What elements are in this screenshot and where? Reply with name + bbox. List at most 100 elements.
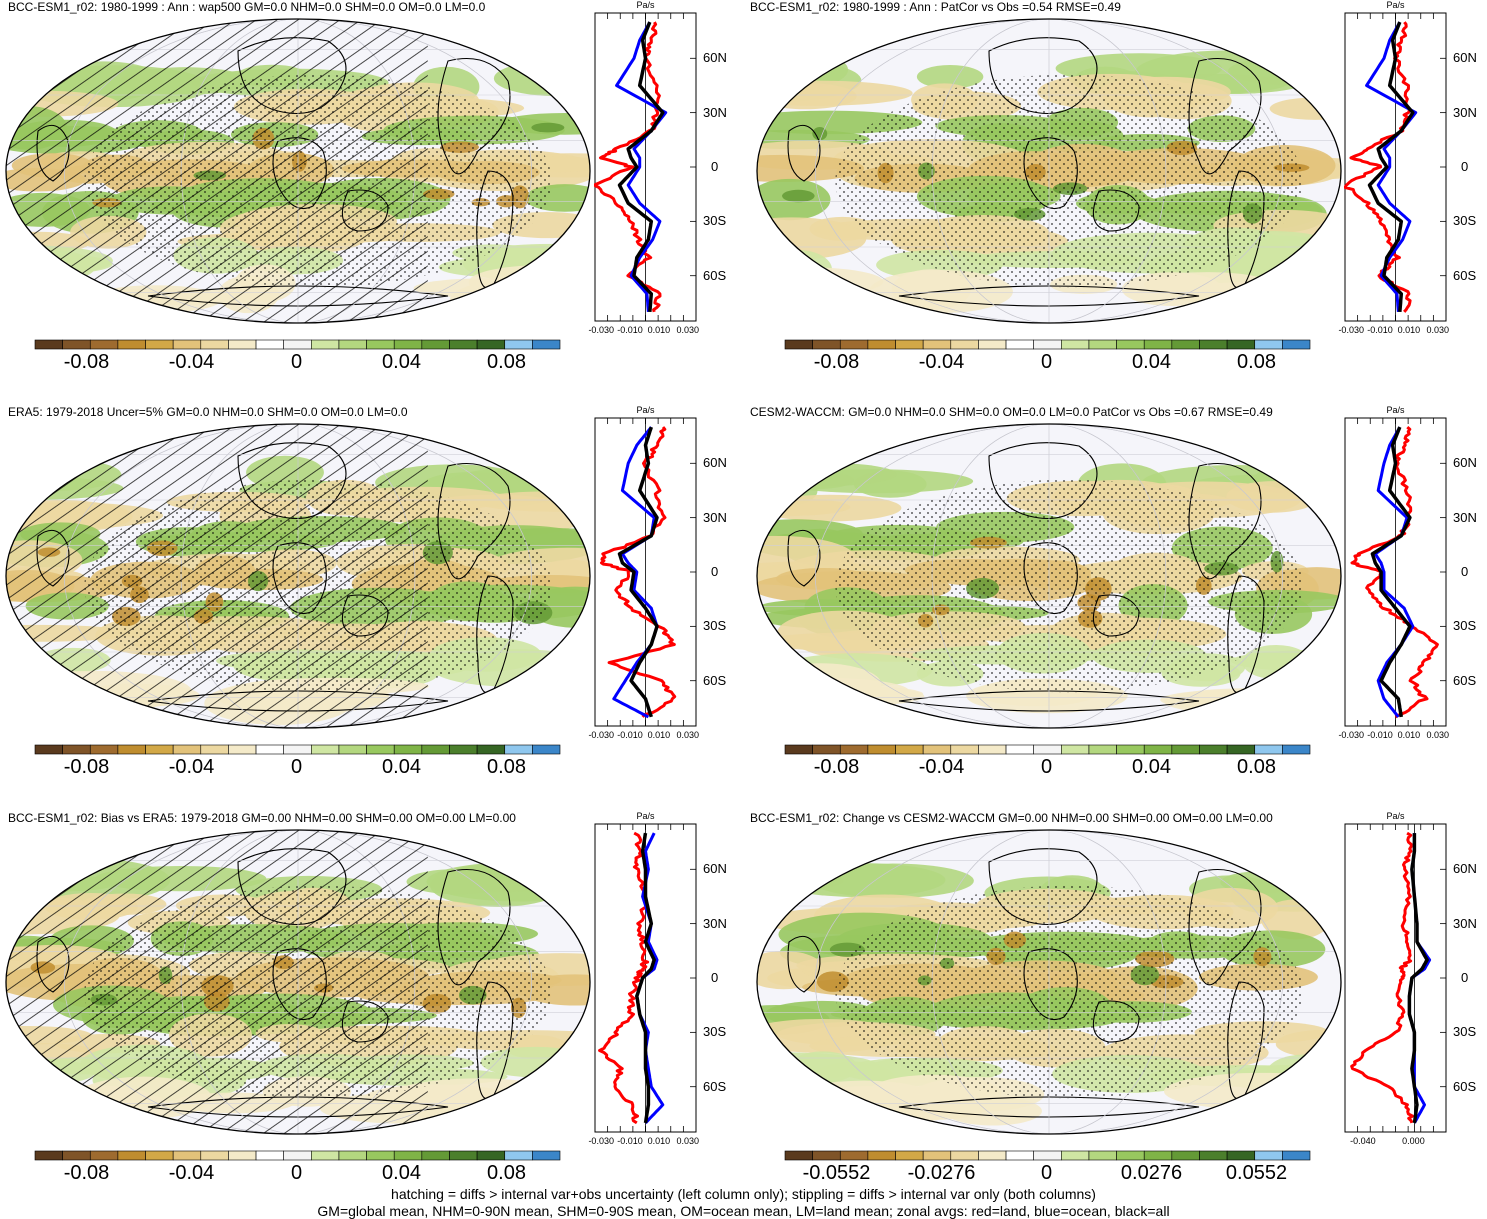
colorbar-swatch [951,340,979,349]
colorbar-swatch [284,1151,312,1160]
colorbar-swatch [173,340,201,349]
latitude-label: 0 [1461,564,1468,579]
colorbar-swatch [422,745,450,754]
colorbar-swatch [1199,340,1227,349]
colorbar-swatch [978,745,1006,754]
colorbar-swatch [477,745,505,754]
colorbar-swatch [868,1151,896,1160]
colorbar-tick-label: -0.0276 [908,1162,976,1185]
zonal-unit-label: Pa/s [1387,811,1405,821]
colorbar-swatch [1006,340,1034,349]
footer-line-2: GM=global mean, NHM=0-90N mean, SHM=0-90… [0,1203,1487,1219]
colorbar-tick-label: -0.08 [64,756,110,779]
colorbar-swatch [367,745,395,754]
map-plot [3,419,593,729]
panel-title: BCC-ESM1_r02: Change vs CESM2-WACCM GM=0… [750,811,1273,825]
latitude-label: 30S [1453,213,1476,228]
zonal-x-tick-label: -0.030 [1338,730,1364,740]
colorbar-tick-label: -0.04 [919,756,965,779]
zonal-x-tick-label: -0.010 [617,730,643,740]
colorbar-tick-label: 0.04 [1132,756,1171,779]
zonal-mean-plot [594,12,697,322]
zonal-x-tick-label: -0.030 [588,325,614,335]
colorbar-swatch [923,1151,951,1160]
colorbar-tick-label: -0.08 [814,351,860,374]
colorbar-swatch [422,1151,450,1160]
colorbar-swatch [1227,745,1255,754]
zonal-line-ocean [1367,22,1416,312]
latitude-label: 30N [703,916,727,931]
colorbar-tick-label: -0.04 [169,756,215,779]
zonal-x-tick-label: -0.010 [617,325,643,335]
colorbar-swatch [532,745,560,754]
colorbar-swatch [1227,340,1255,349]
colorbar-tick-label: 0.0276 [1121,1162,1182,1185]
colorbar-tick-label: -0.04 [169,1162,215,1185]
latitude-label: 0 [711,564,718,579]
colorbar-swatch [1089,340,1117,349]
colorbar-swatch [422,340,450,349]
colorbar-swatch [868,745,896,754]
zonal-x-tick-label: 0.010 [1398,325,1421,335]
zonal-x-tick-label: 0.030 [677,1136,700,1146]
latitude-label: 30S [703,1024,726,1039]
colorbar-swatch [1061,745,1089,754]
colorbar-swatch [63,340,91,349]
colorbar-swatch [1089,1151,1117,1160]
colorbar-swatch [1255,340,1283,349]
colorbar [784,744,1311,755]
zonal-x-tick-label: 0.010 [1398,730,1421,740]
colorbar-swatch [90,340,118,349]
colorbar-swatch [1172,745,1200,754]
map-plot [754,825,1344,1135]
colorbar-swatch [505,745,533,754]
colorbar-swatch [978,340,1006,349]
colorbar-tick-label: -0.08 [64,1162,110,1185]
map-field [3,419,593,729]
colorbar-swatch [1117,340,1145,349]
colorbar-swatch [173,745,201,754]
colorbar-tick-label: 0.08 [1237,351,1276,374]
zonal-x-tick-label: 0.000 [1402,1136,1425,1146]
colorbar-swatch [1282,340,1310,349]
latitude-label: 60N [703,861,727,876]
zonal-line-ocean [617,22,666,312]
latitude-label: 30N [1453,105,1477,120]
colorbar-swatch [1061,340,1089,349]
latitude-label: 60N [1453,50,1477,65]
map-field [754,19,1344,323]
colorbar-swatch [228,1151,256,1160]
colorbar-swatch [449,340,477,349]
colorbar [784,339,1311,350]
colorbar-swatch [367,340,395,349]
colorbar-swatch [1034,1151,1062,1160]
latitude-label: 60S [703,268,726,283]
colorbar-swatch [896,745,924,754]
latitude-label: 0 [1461,159,1468,174]
panel-title: BCC-ESM1_r02: 1980-1999 : Ann : wap500 G… [8,0,485,14]
colorbar-swatch [477,1151,505,1160]
colorbar-tick-label: -0.04 [919,351,965,374]
zonal-x-tick-label: -0.010 [1367,730,1393,740]
colorbar [784,1150,1311,1161]
colorbar-tick-label: 0.04 [382,1162,421,1185]
colorbar-swatch [813,1151,841,1160]
latitude-label: 60S [1453,673,1476,688]
colorbar-swatch [813,745,841,754]
zonal-mean-plot [1344,823,1447,1133]
colorbar [34,1150,561,1161]
colorbar-swatch [951,745,979,754]
latitude-label: 60N [1453,861,1477,876]
zonal-x-tick-label: -0.010 [1367,325,1393,335]
colorbar-swatch [35,745,63,754]
colorbar-swatch [840,1151,868,1160]
colorbar-swatch [532,1151,560,1160]
